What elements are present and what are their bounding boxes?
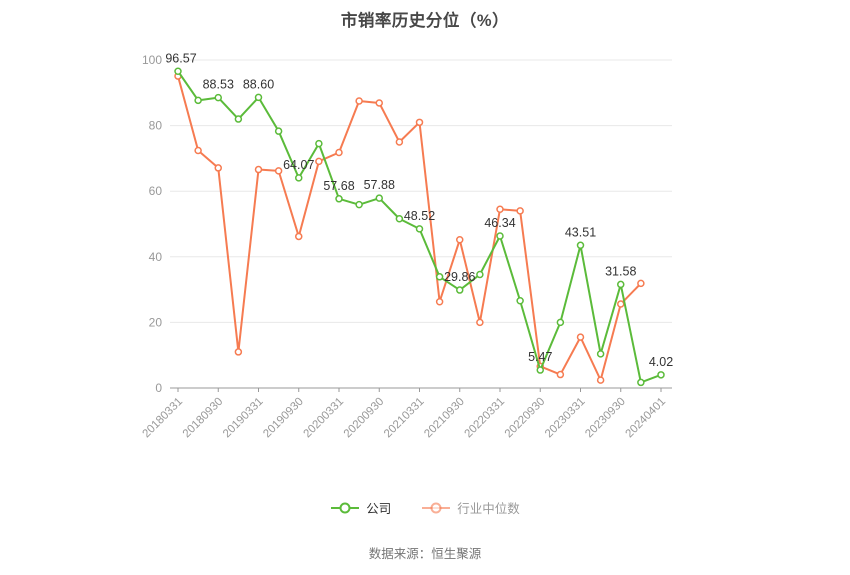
svg-text:48.52: 48.52 — [404, 209, 435, 223]
series-company-point — [194, 96, 202, 105]
series-company-point — [335, 195, 343, 203]
svg-text:43.51: 43.51 — [565, 225, 596, 239]
svg-text:20180930: 20180930 — [181, 396, 226, 441]
series-industry-median-point — [295, 232, 303, 241]
svg-text:20200930: 20200930 — [342, 396, 387, 441]
svg-text:20180331: 20180331 — [140, 396, 185, 441]
svg-text:64.07: 64.07 — [283, 158, 314, 172]
series-industry-median-point — [516, 207, 524, 215]
data-source-note: 数据来源：恒生聚源 — [368, 547, 482, 561]
series-company-point — [637, 378, 645, 387]
legend-item-company[interactable]: 公司 — [330, 498, 391, 517]
series-industry-median-point — [456, 235, 464, 244]
series-industry-median-point — [274, 167, 283, 175]
svg-text:40: 40 — [149, 250, 163, 264]
series-company-point — [596, 350, 605, 358]
svg-text:96.57: 96.57 — [165, 51, 196, 65]
series-industry-median-point — [355, 97, 363, 105]
svg-text:88.53: 88.53 — [203, 78, 234, 92]
legend-label-company: 公司 — [366, 502, 392, 516]
series-industry-median-point — [435, 297, 444, 306]
svg-text:20220331: 20220331 — [462, 396, 507, 441]
series-industry-median-point — [415, 118, 424, 127]
svg-text:57.68: 57.68 — [323, 179, 354, 193]
series-company-point — [174, 67, 182, 76]
svg-text:88.60: 88.60 — [243, 77, 274, 91]
svg-text:31.58: 31.58 — [605, 264, 636, 278]
svg-text:0: 0 — [155, 381, 162, 395]
series-company-point — [576, 241, 585, 250]
series-company-point — [496, 232, 504, 240]
series-industry-median-point — [395, 138, 404, 146]
svg-text:60: 60 — [149, 184, 163, 198]
series-company-point — [355, 200, 363, 209]
x-axis — [170, 387, 672, 392]
series-company-point — [234, 115, 243, 123]
industry-median-series-legend-icon — [422, 502, 451, 513]
svg-text:5.47: 5.47 — [528, 350, 552, 364]
series-industry-median — [174, 72, 645, 384]
legend-item-industry-median[interactable]: 行业中位数 — [421, 498, 520, 517]
svg-text:20230331: 20230331 — [543, 396, 588, 441]
svg-text:20190930: 20190930 — [261, 396, 306, 441]
series-industry-median-point — [596, 376, 605, 384]
svg-text:20210331: 20210331 — [382, 396, 427, 441]
series-industry-median-point — [556, 370, 565, 379]
svg-text:20: 20 — [149, 315, 163, 329]
x-axis-labels: 2018033120180930201903312019093020200331… — [140, 396, 668, 441]
series-industry-median-point — [375, 99, 383, 107]
series-industry-median-point — [496, 205, 504, 213]
chart-title: 市销率历史分位（%） — [340, 12, 510, 30]
svg-text:20210930: 20210930 — [422, 396, 467, 441]
svg-text:46.34: 46.34 — [484, 216, 515, 230]
series-industry-median-point — [476, 318, 484, 327]
series-industry-median-point — [194, 146, 202, 155]
series-industry-median-point — [335, 148, 343, 157]
series-industry-median-point — [315, 157, 323, 166]
series-company-point — [395, 215, 404, 223]
series-company-point — [657, 371, 665, 379]
series-company-point — [476, 270, 484, 279]
series-company-point — [315, 139, 323, 148]
series-company-point — [556, 318, 565, 327]
svg-text:20200331: 20200331 — [301, 396, 346, 441]
series-company-point — [617, 280, 625, 289]
series-company-point — [295, 174, 303, 182]
series-company-point — [456, 286, 464, 294]
series-company-point — [516, 297, 524, 305]
series-industry-median-point — [617, 300, 625, 308]
svg-text:20230930: 20230930 — [583, 396, 628, 441]
company-value-labels: 96.57 88.53 88.60 64.07 57.68 57.88 48.52 29.86… — [165, 51, 673, 369]
svg-text:20220930: 20220930 — [503, 396, 548, 441]
chart-legend: 公司 行业中位数 — [0, 498, 850, 517]
svg-text:29.86: 29.86 — [444, 270, 475, 284]
series-company-point — [435, 273, 444, 281]
series-company-point — [214, 93, 222, 102]
series-industry-median-point — [637, 279, 645, 288]
svg-text:57.88: 57.88 — [364, 178, 395, 192]
svg-text:20240401: 20240401 — [623, 396, 668, 441]
line-chart: 0 20 40 60 80 100 2018033120180930201903312019… — [140, 51, 673, 441]
svg-text:4.02: 4.02 — [649, 355, 673, 369]
series-industry-median-point — [254, 165, 263, 174]
svg-text:100: 100 — [142, 53, 162, 67]
series-company-point — [536, 366, 544, 374]
company-series-legend-icon — [331, 502, 360, 513]
series-industry-median-point — [234, 348, 243, 356]
series-industry-median-point — [214, 164, 222, 172]
series-company-point — [415, 225, 424, 233]
series-industry-median-point — [576, 333, 585, 341]
svg-text:80: 80 — [149, 119, 163, 133]
series-company-point — [375, 194, 383, 202]
series-company-point — [274, 127, 283, 135]
svg-text:20190331: 20190331 — [221, 396, 266, 441]
legend-label-industry-median: 行业中位数 — [457, 502, 520, 516]
series-company-point — [254, 93, 263, 102]
y-axis-labels: 0 20 40 60 80 100 — [142, 53, 162, 395]
series-company — [174, 67, 665, 387]
